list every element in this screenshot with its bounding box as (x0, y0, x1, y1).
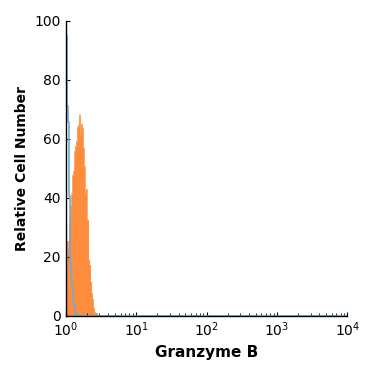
X-axis label: Granzyme B: Granzyme B (155, 345, 258, 360)
Y-axis label: Relative Cell Number: Relative Cell Number (15, 86, 29, 251)
